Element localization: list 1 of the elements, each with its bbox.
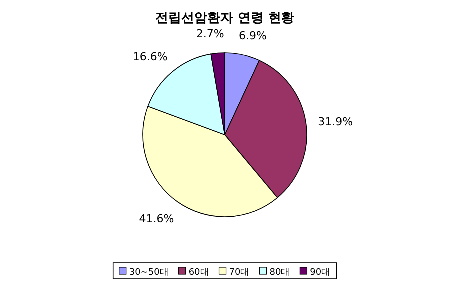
title: 전립선암환자 연령 현황: [155, 11, 295, 26]
